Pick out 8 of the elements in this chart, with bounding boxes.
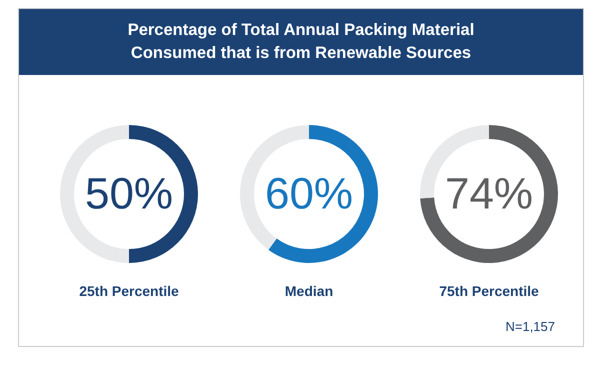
text: 74%	[444, 170, 534, 218]
text: N=1,157	[505, 319, 555, 334]
text: 60%	[264, 170, 354, 218]
text: 50%	[84, 170, 174, 218]
text: Median	[284, 283, 334, 299]
text: 25th Percentile	[79, 283, 180, 299]
text: 75th Percentile	[439, 283, 540, 299]
text: Percentage of Total Annual Packing Material Consumed that is from Renewable Sources	[19, 9, 583, 75]
